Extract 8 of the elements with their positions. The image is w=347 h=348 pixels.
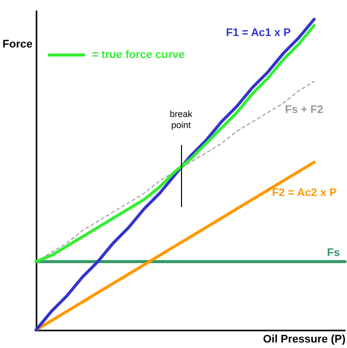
series-label: F1 = Ac1 x P	[226, 27, 291, 39]
legend-label: = true force curve	[92, 49, 185, 61]
series-label: Fs	[327, 247, 340, 259]
x-axis-title: Oil Pressure (P)	[262, 334, 346, 346]
y-axis-title: Force	[2, 38, 32, 50]
series-label: F2 = Ac2 x P	[272, 187, 337, 199]
series-label: Fs + F2	[285, 104, 324, 116]
annotation: break point	[170, 109, 193, 130]
